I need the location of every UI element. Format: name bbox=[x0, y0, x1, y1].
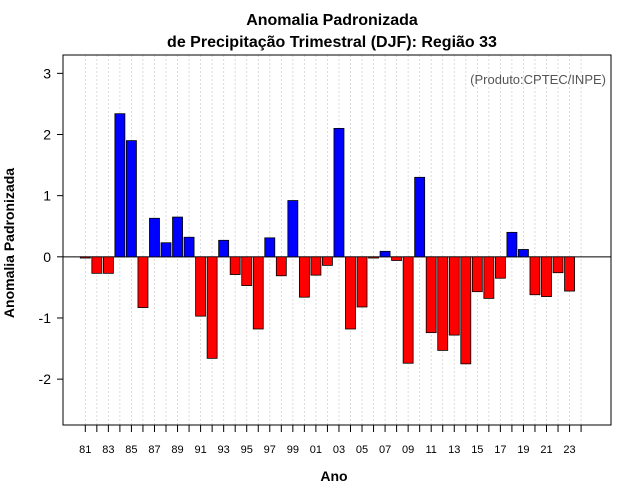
bar-12 bbox=[437, 256, 449, 351]
bar-01 bbox=[310, 256, 322, 276]
bar-95 bbox=[241, 256, 253, 286]
y-tick-label: 2 bbox=[43, 127, 51, 143]
bar-83 bbox=[102, 256, 114, 274]
bar-15 bbox=[471, 256, 483, 293]
bars-group bbox=[79, 113, 575, 365]
bar-84 bbox=[114, 113, 126, 258]
bar-08 bbox=[391, 256, 403, 261]
bar-03 bbox=[333, 127, 345, 258]
bar-02 bbox=[322, 256, 333, 266]
x-axis: 81 83 85 87 89 91 93 95 97 99 01 03 05 07 09 11 13 15 17 19… bbox=[79, 425, 582, 456]
bar-05 bbox=[356, 256, 368, 308]
bar-97 bbox=[264, 237, 276, 258]
x-tick-label: 91 bbox=[194, 444, 206, 456]
bar-18 bbox=[506, 231, 518, 258]
bar-99 bbox=[287, 200, 299, 258]
chart-title-line1: Anomalia Padronizada bbox=[246, 12, 418, 29]
credit-label: (Produto:CPTEC/INPE) bbox=[470, 72, 606, 87]
x-tick-label: 85 bbox=[125, 444, 137, 456]
bar-92 bbox=[206, 256, 218, 359]
x-tick-label: 13 bbox=[448, 444, 460, 456]
x-tick-label: 89 bbox=[171, 444, 183, 456]
bar-91 bbox=[195, 256, 207, 317]
x-tick-label: 01 bbox=[310, 444, 322, 456]
bar-06 bbox=[368, 256, 379, 259]
y-tick-label: 0 bbox=[43, 249, 51, 265]
bar-20 bbox=[529, 256, 541, 296]
x-tick-label: 11 bbox=[425, 444, 436, 456]
bar-93 bbox=[218, 239, 230, 258]
bar-89 bbox=[172, 216, 183, 258]
bar-16 bbox=[483, 256, 495, 299]
bar-17 bbox=[494, 256, 506, 279]
bar-11 bbox=[425, 256, 437, 334]
x-tick-label: 97 bbox=[264, 444, 276, 456]
x-tick-label: 05 bbox=[356, 444, 368, 456]
bar-22 bbox=[552, 256, 564, 274]
bar-88 bbox=[160, 242, 172, 258]
plot-frame bbox=[62, 54, 612, 426]
bar-10 bbox=[414, 176, 426, 258]
x-tick-label: 23 bbox=[563, 444, 575, 456]
x-tick-label: 07 bbox=[379, 444, 391, 456]
bar-19 bbox=[518, 249, 529, 258]
bar-86 bbox=[137, 256, 149, 308]
y-tick-label: -2 bbox=[39, 371, 52, 387]
bar-98 bbox=[275, 256, 287, 277]
x-tick-label: 15 bbox=[471, 444, 483, 456]
x-tick-label: 95 bbox=[241, 444, 253, 456]
bar-23 bbox=[564, 256, 575, 292]
bar-94 bbox=[229, 256, 241, 275]
bar-14 bbox=[460, 256, 472, 365]
bar-13 bbox=[448, 256, 460, 336]
x-tick-label: 17 bbox=[494, 444, 506, 456]
y-axis: -2 -1 0 1 2 3 bbox=[39, 65, 63, 387]
x-tick-label: 09 bbox=[402, 444, 414, 456]
bar-96 bbox=[252, 256, 264, 330]
x-tick-label: 99 bbox=[287, 444, 299, 456]
x-tick-label: 03 bbox=[333, 444, 345, 456]
y-tick-label: 3 bbox=[43, 65, 51, 81]
x-tick-label: 19 bbox=[517, 444, 529, 456]
bar-21 bbox=[541, 256, 552, 297]
x-axis-label: Ano bbox=[320, 468, 347, 484]
bar-09 bbox=[402, 256, 414, 364]
bar-90 bbox=[183, 236, 195, 258]
bar-81 bbox=[79, 256, 91, 259]
bar-87 bbox=[149, 217, 160, 258]
x-tick-label: 87 bbox=[148, 444, 160, 456]
y-axis-label: Anomalia Padronizada bbox=[1, 168, 17, 318]
x-tick-label: 21 bbox=[540, 444, 552, 456]
x-tick-label: 93 bbox=[218, 444, 230, 456]
bar-82 bbox=[91, 256, 103, 274]
bar-00 bbox=[298, 256, 310, 298]
x-tick-label: 81 bbox=[79, 444, 91, 456]
x-tick-label: 83 bbox=[102, 444, 114, 456]
chart-title-line2: de Precipitação Trimestral (DJF): Região… bbox=[167, 34, 497, 51]
y-tick-label: 1 bbox=[43, 188, 51, 204]
y-tick-label: -1 bbox=[39, 310, 52, 326]
bar-85 bbox=[126, 140, 137, 258]
bar-07 bbox=[379, 250, 391, 258]
bar-04 bbox=[345, 256, 356, 330]
